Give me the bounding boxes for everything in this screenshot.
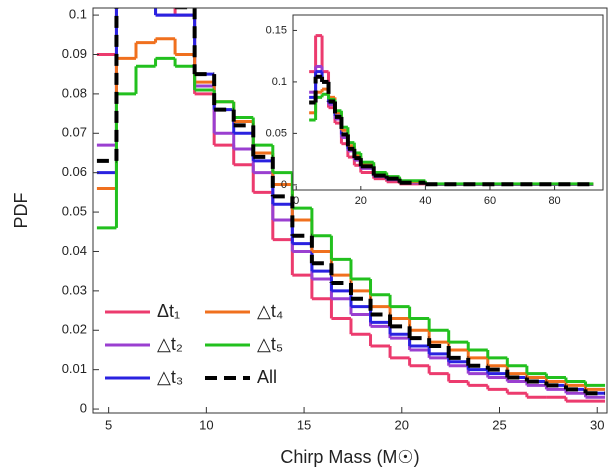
y-tick-label: 0.05	[266, 127, 287, 139]
x-tick-label: 60	[484, 195, 496, 207]
y-tick-label: 0.1	[272, 76, 287, 88]
y-tick-label: 0.15	[266, 24, 287, 36]
axes-box	[92, 7, 608, 414]
y-tick-label: 0.03	[62, 282, 87, 297]
y-tick-label: 0	[80, 400, 87, 415]
x-tick-label: 20	[355, 195, 367, 207]
y-tick-label: 0.07	[62, 125, 87, 140]
x-tick-label: 0	[293, 195, 299, 207]
legend-label: Δt₁	[157, 301, 180, 321]
plot-content	[96, 8, 606, 403]
x-tick-label: 40	[419, 195, 431, 207]
x-tick-label: 80	[548, 195, 560, 207]
x-tick-label: 25	[492, 417, 506, 432]
y-tick-label: 0.01	[62, 361, 87, 376]
x-tick-label: 20	[395, 417, 409, 432]
x-tick-label: 10	[199, 417, 213, 432]
y-tick-label: 0.1	[69, 7, 87, 22]
y-axis-label: PDF	[11, 192, 31, 228]
legend-label: △t₅	[257, 334, 283, 354]
x-tick-label: 5	[105, 417, 112, 432]
x-tick-label: 15	[297, 417, 311, 432]
y-tick-label: 0.06	[62, 164, 87, 179]
x-tick-label: 30	[590, 417, 604, 432]
y-tick-label: 0.02	[62, 322, 87, 337]
y-tick-label: 0.05	[62, 204, 87, 219]
plot-content	[309, 34, 594, 187]
legend-label: △t₃	[157, 367, 183, 387]
y-tick-label: 0.04	[62, 243, 87, 258]
y-tick-label: 0	[281, 179, 287, 191]
x-axis-label: Chirp Mass (M☉)	[280, 447, 419, 467]
y-tick-label: 0.09	[62, 46, 87, 61]
axes-box	[292, 14, 604, 191]
y-tick-label: 0.08	[62, 85, 87, 100]
legend-label: △t₂	[157, 334, 183, 354]
plot-area	[293, 15, 603, 190]
legend-label: All	[257, 367, 277, 387]
legend-label: △t₄	[257, 301, 283, 321]
